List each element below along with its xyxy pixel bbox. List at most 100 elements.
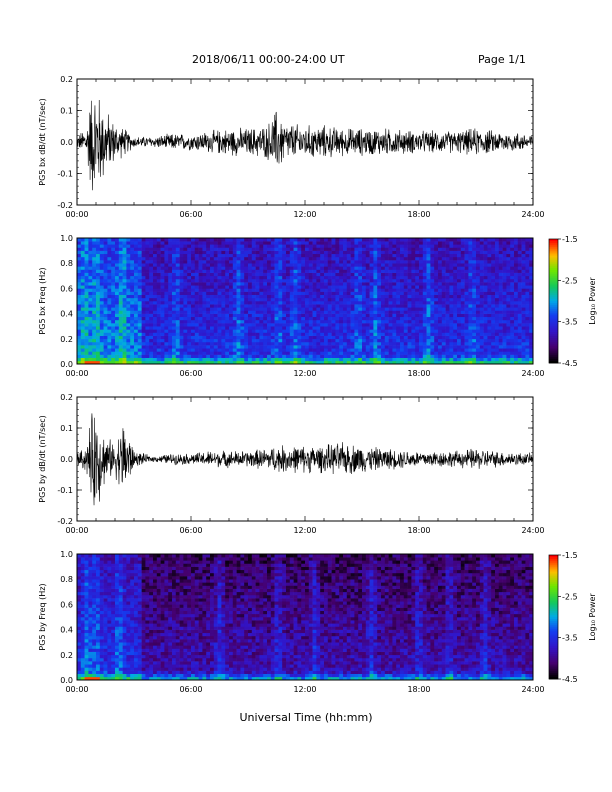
spectrogram-cell (244, 319, 249, 324)
spectrogram-cell (495, 335, 500, 340)
spectrogram-cell (251, 332, 256, 336)
spectrogram-cell (156, 288, 161, 292)
spectrogram-cell (92, 319, 97, 324)
spectrogram-cell (103, 291, 108, 295)
spectrogram-cell (407, 329, 412, 333)
spectrogram-cell (92, 285, 97, 289)
spectrogram-cell (175, 291, 180, 295)
spectrogram-cell (77, 360, 82, 365)
spectrogram-cell (156, 310, 161, 314)
spectrogram-cell (206, 335, 211, 340)
spectrogram-cell (434, 348, 439, 352)
spectrogram-cell (210, 297, 215, 302)
spectrogram-cell (403, 360, 408, 365)
spectrogram-cell (495, 345, 500, 349)
spectrogram-cell (449, 288, 454, 292)
spectrogram-cell (232, 272, 237, 277)
spectrogram-cell (327, 263, 332, 267)
spectrogram-cell (460, 291, 465, 295)
spectrogram-cell (354, 323, 359, 327)
spectrogram-cell (191, 332, 196, 336)
spectrogram-cell (251, 266, 256, 270)
spectrogram-cell (308, 301, 313, 305)
spectrogram-cell (312, 310, 317, 314)
spectrogram-cell (369, 319, 374, 324)
spectrogram-cell (506, 335, 511, 340)
spectrogram-cell (517, 256, 522, 261)
spectrogram-cell (483, 301, 488, 305)
spectrogram-cell (248, 285, 253, 289)
spectrogram-cell (149, 301, 154, 305)
spectrogram-cell (221, 316, 226, 321)
spectrogram-cell (365, 297, 370, 302)
spectrogram-cell (191, 341, 196, 346)
spectrogram-cell (472, 247, 477, 251)
spectrogram-cell (134, 338, 139, 343)
spectrogram-cell (335, 323, 340, 327)
spectrogram-cell (88, 329, 93, 333)
spectrogram-cell (289, 272, 294, 277)
spectrogram-cell (350, 278, 355, 283)
spectrogram-cell (365, 319, 370, 324)
spectrogram-cell (156, 291, 161, 295)
spectrogram-cell (514, 244, 519, 248)
spectrogram-cell (445, 335, 450, 340)
spectrogram-cell (324, 310, 329, 314)
spectrogram-cell (449, 282, 454, 286)
spectrogram-cell (514, 263, 519, 267)
spectrogram-cell (137, 360, 142, 365)
spectrogram-cell (240, 247, 245, 251)
spectrogram-cell (396, 351, 401, 355)
spectrogram-cell (521, 360, 526, 365)
spectrogram-cell (255, 250, 260, 255)
spectrogram-cell (278, 341, 283, 346)
spectrogram-cell (270, 323, 275, 327)
spectrogram-cell (365, 241, 370, 245)
spectrogram-cell (221, 310, 226, 314)
spectrogram-cell (191, 313, 196, 318)
spectrogram-cell (274, 250, 279, 255)
spectrogram-cell (502, 247, 507, 251)
spectrogram-cell (267, 260, 272, 264)
spectrogram-cell (392, 244, 397, 248)
spectrogram-cell (305, 313, 310, 318)
spectrogram-cell (217, 285, 222, 289)
spectrogram-cell (483, 316, 488, 321)
spectrogram-cell (346, 307, 351, 311)
spectrogram-cell (316, 282, 321, 286)
spectrogram-cell (449, 278, 454, 283)
spectrogram-cell (149, 285, 154, 289)
spectrogram-cell (438, 348, 443, 352)
spectrogram-cell (419, 332, 424, 336)
spectrogram-cell (487, 294, 492, 299)
spectrogram-cell (255, 316, 260, 321)
spectrogram-cell (206, 297, 211, 302)
spectrogram-cell (331, 294, 336, 299)
spectrogram-cell (80, 307, 85, 311)
spectrogram-cell (145, 294, 150, 299)
spectrogram-cell (263, 310, 268, 314)
spectrogram-cell (491, 282, 496, 286)
spectrogram-cell (316, 323, 321, 327)
spectrogram-cell (491, 266, 496, 270)
spectrogram-cell (118, 335, 123, 340)
spectrogram-cell (160, 316, 165, 321)
spectrogram-cell (278, 357, 283, 362)
spectrogram-cell (506, 348, 511, 352)
spectrogram-cell (122, 345, 127, 349)
spectrogram-cell (339, 316, 344, 321)
spectrogram-cell (202, 341, 207, 346)
spectrogram-cell (255, 288, 260, 292)
spectrogram-cell (274, 253, 279, 258)
spectrogram-cell (335, 329, 340, 333)
spectrogram-cell (115, 313, 120, 318)
spectrogram-cell (107, 348, 112, 352)
spectrogram-cell (206, 323, 211, 327)
spectrogram-cell (407, 304, 412, 308)
spectrogram-cell (251, 269, 256, 273)
spectrogram-cell (464, 291, 469, 295)
spectrogram-cell (225, 266, 230, 270)
spectrogram-cell (270, 335, 275, 340)
spectrogram-cell (422, 348, 427, 352)
spectrogram-cell (107, 319, 112, 324)
